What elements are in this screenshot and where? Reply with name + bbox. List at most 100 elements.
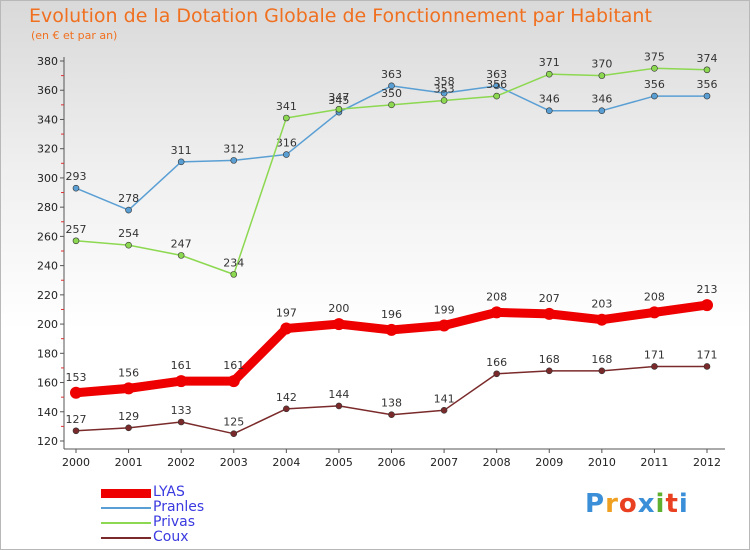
data-point-lyas [122,382,135,395]
data-label-pranles: 312 [223,142,244,155]
data-label-lyas: 153 [66,371,87,384]
x-tick-label: 2008 [483,456,511,469]
data-point-privas [72,237,80,245]
data-label-pranles: 311 [171,144,192,157]
data-label-pranles: 363 [381,68,402,81]
x-tick-label: 2007 [430,456,458,469]
data-label-privas: 370 [591,58,612,71]
data-point-coux [651,363,658,370]
data-point-lyas [332,318,345,331]
data-label-coux: 127 [66,413,87,426]
data-point-privas [651,65,658,72]
data-point-pranles [493,82,500,90]
data-point-lyas [490,306,503,319]
y-tick-label: 120 [37,435,58,448]
legend-swatch [101,537,151,539]
y-tick-label: 300 [37,172,58,185]
data-label-lyas: 200 [328,302,349,315]
data-point-privas [177,252,185,259]
data-point-pranles [651,92,658,100]
x-tick-label: 2002 [167,456,195,469]
data-point-coux [388,411,395,418]
data-point-lyas [648,306,661,319]
x-tick-label: 2010 [588,456,616,469]
data-point-pranles [125,206,132,214]
data-label-privas: 234 [223,256,244,269]
data-point-lyas [280,322,293,335]
data-point-pranles [177,158,185,166]
data-label-pranles: 363 [486,68,507,81]
data-label-privas: 371 [539,56,560,69]
data-point-privas [283,114,290,122]
data-label-privas: 347 [328,91,349,104]
data-label-lyas: 207 [539,292,560,305]
y-tick-label: 200 [37,318,58,331]
data-point-lyas [175,375,188,388]
y-tick-label: 180 [37,347,58,360]
data-point-privas [440,97,448,104]
y-tick-label: 360 [37,84,58,97]
data-label-lyas: 197 [276,306,297,319]
x-tick-label: 2003 [220,456,248,469]
data-label-privas: 254 [118,227,139,240]
x-tick-label: 2001 [115,456,143,469]
proxiti-logo: Proxiti [585,489,689,519]
chart-subtitle: (en € et par an) [31,29,118,42]
legend-label: LYAS [153,484,185,500]
data-label-pranles: 278 [118,192,139,205]
data-label-coux: 142 [276,391,297,404]
data-point-pranles [388,82,395,90]
data-label-lyas: 208 [486,290,507,303]
data-label-privas: 375 [644,50,665,63]
data-label-coux: 171 [644,348,665,361]
data-point-privas [388,101,395,109]
data-point-coux [703,363,711,370]
y-tick-label: 260 [37,230,58,243]
data-label-coux: 168 [591,353,612,366]
data-label-coux: 141 [434,392,455,405]
data-label-lyas: 161 [171,359,192,372]
data-label-privas: 257 [66,223,87,236]
data-point-pranles [598,107,606,114]
data-label-pranles: 346 [591,93,612,106]
data-point-pranles [545,107,553,114]
legend-label: Pranles [153,499,205,515]
data-point-privas [335,105,343,113]
data-label-coux: 144 [328,388,349,401]
data-label-lyas: 156 [118,366,139,379]
data-label-coux: 168 [539,353,560,366]
data-label-coux: 125 [223,416,244,429]
data-point-privas [598,72,606,79]
legend-swatch [101,488,151,498]
data-label-pranles: 346 [539,93,560,106]
data-point-privas [125,241,132,249]
data-point-privas [545,70,553,78]
data-label-lyas: 208 [644,290,665,303]
data-label-privas: 356 [486,78,507,91]
data-label-lyas: 213 [697,283,718,296]
data-label-privas: 247 [171,237,192,250]
data-point-coux [598,367,606,375]
x-tick-label: 2004 [272,456,300,469]
data-point-pranles [703,92,711,100]
data-label-lyas: 199 [434,304,455,317]
x-tick-label: 2012 [693,456,721,469]
y-tick-label: 240 [37,260,58,273]
y-tick-label: 380 [37,55,58,68]
data-point-pranles [440,89,448,97]
data-label-pranles: 356 [644,78,665,91]
data-label-coux: 133 [171,404,192,417]
data-point-privas [230,271,238,278]
data-label-lyas: 203 [591,298,612,311]
data-point-pranles [230,157,238,164]
data-label-lyas: 161 [223,359,244,372]
data-point-coux [545,367,553,375]
data-label-pranles: 358 [434,75,455,88]
data-point-coux [72,427,80,435]
legend-swatch [101,522,151,524]
x-tick-label: 2006 [378,456,406,469]
data-point-lyas [227,375,240,388]
data-point-lyas [543,307,556,320]
y-tick-label: 140 [37,406,58,419]
data-label-privas: 341 [276,100,297,113]
